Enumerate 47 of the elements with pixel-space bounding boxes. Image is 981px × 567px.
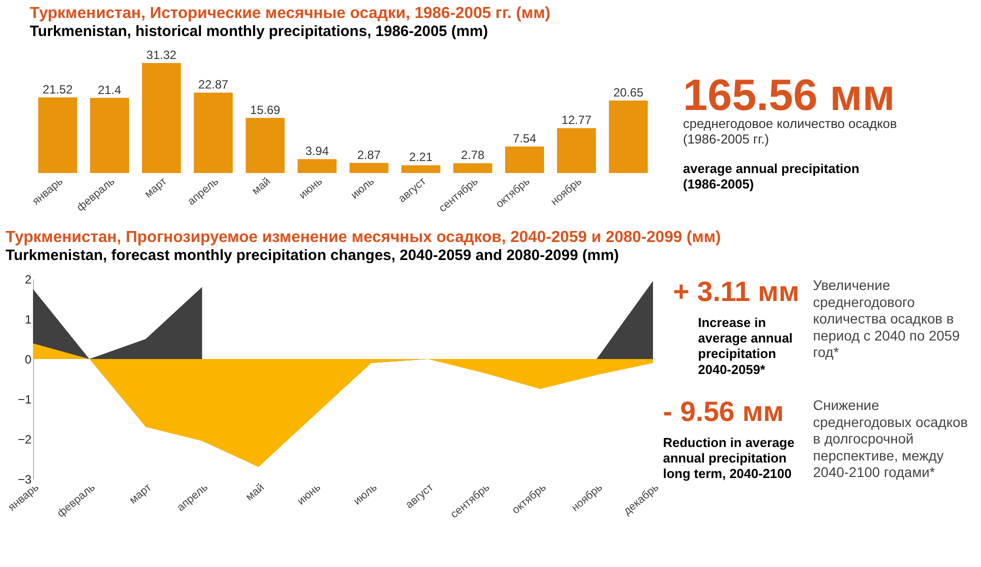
- bar: [401, 165, 440, 173]
- data-label: 20.65: [613, 85, 644, 100]
- annotation: Reduction in average annual precipitation long term, 2040-2100: [663, 435, 794, 482]
- y-tick-label: −3: [18, 472, 32, 486]
- data-label: 2.21: [409, 150, 433, 164]
- bar: [142, 63, 181, 173]
- data-label: 31.32: [146, 48, 177, 62]
- data-label: 3.94: [305, 144, 330, 158]
- data-label: 2.78: [461, 148, 485, 162]
- chart-subtitle: Turkmenistan, historical monthly precipitations, 1986-2005 (mm): [30, 23, 488, 40]
- x-tick-label: май: [244, 482, 267, 504]
- chart-title: Туркменистан, Прогнозируемое изменение месячных осадков, 2040-2059 и 2080-2099 (мм): [6, 229, 721, 246]
- data-label: 7.54: [512, 132, 537, 146]
- bar: [246, 118, 285, 173]
- data-label: 21.4: [98, 82, 122, 97]
- text: average annual precipitation (1986-2005): [683, 161, 860, 192]
- bar: [298, 159, 337, 173]
- x-tick-label: июнь: [296, 175, 325, 202]
- bar: [557, 128, 596, 173]
- text: + 3.11 мм: [673, 276, 800, 307]
- y-tick-label: −2: [18, 432, 32, 446]
- y-tick-label: 2: [24, 272, 32, 286]
- x-tick-label: май: [250, 176, 273, 198]
- bar: [453, 163, 492, 173]
- data-label: 15.69: [250, 102, 281, 117]
- chart-title: Туркменистан, Исторические месячные осадки, 1986-2005 гг. (мм): [30, 5, 550, 22]
- text: Увеличение среднегодового количества осадков в период с 2040 по 2059 год*: [813, 277, 960, 360]
- y-tick-label: −1: [18, 392, 32, 406]
- text: Increase in average annual precipitation 2040-2059*: [698, 315, 793, 377]
- bar: [194, 92, 233, 173]
- bar: [90, 98, 129, 173]
- annotation: - 9.56 мм: [663, 396, 784, 427]
- bar: [349, 162, 388, 173]
- y-tick-label: 0: [24, 352, 32, 366]
- bar: [608, 100, 648, 173]
- data-label: 2.87: [357, 148, 381, 162]
- chart-subtitle: Turkmenistan, forecast monthly precipitation changes, 2040-2059 and 2080-2099 (mm): [6, 247, 619, 264]
- text: Снижение среднегодовых осадков в долгосрочной перспективе, между 2040-2100 годами*: [813, 397, 968, 480]
- bar: [505, 146, 544, 173]
- data-label: 22.87: [198, 78, 229, 92]
- bar: [38, 97, 78, 173]
- data-label: 12.77: [561, 113, 592, 128]
- y-tick-label: 1: [24, 312, 32, 326]
- x-tick-label: июнь: [295, 481, 324, 508]
- data-label: 21.52: [42, 82, 73, 96]
- x-tick-label: июль: [348, 175, 377, 202]
- x-tick-label: июль: [352, 481, 380, 508]
